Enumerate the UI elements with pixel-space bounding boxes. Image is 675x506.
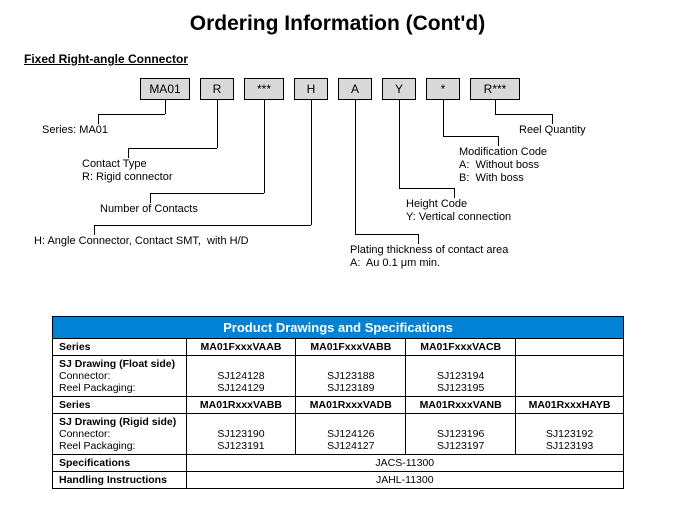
box-angle: H bbox=[294, 78, 328, 100]
row4-c3: SJ123196SJ123197 bbox=[406, 414, 516, 455]
box-contact-type: R bbox=[200, 78, 234, 100]
row5-label: Specifications bbox=[53, 455, 187, 472]
row6-label: Handling Instructions bbox=[53, 472, 187, 489]
legend-reel: Reel Quantity bbox=[519, 124, 586, 137]
row5-val: JACS-11300 bbox=[186, 455, 623, 472]
row2-c2: SJ123188SJ123189 bbox=[296, 356, 406, 397]
row6-val: JAHL-11300 bbox=[186, 472, 623, 489]
page-title: Ordering Information (Cont'd) bbox=[0, 0, 675, 36]
box-series: MA01 bbox=[140, 78, 190, 100]
spec-table: Product Drawings and Specifications Seri… bbox=[52, 316, 624, 489]
box-plating: A bbox=[338, 78, 372, 100]
row3-c2: MA01RxxxVADB bbox=[296, 397, 406, 414]
row1-label: Series bbox=[53, 339, 187, 356]
row1-c4 bbox=[516, 339, 624, 356]
row3-c3: MA01RxxxVANB bbox=[406, 397, 516, 414]
section-subtitle: Fixed Right-angle Connector bbox=[24, 52, 188, 66]
row4-label: SJ Drawing (Rigid side)Connector:Reel Pa… bbox=[53, 414, 187, 455]
legend-plating: Plating thickness of contact area A: Au … bbox=[350, 244, 508, 270]
row4-c2: SJ124126SJ124127 bbox=[296, 414, 406, 455]
part-number-diagram: MA01 R *** H A Y * R*** Series: MA01 Con… bbox=[0, 78, 675, 308]
box-mod: * bbox=[426, 78, 460, 100]
legend-angle: H: Angle Connector, Contact SMT, with H/… bbox=[34, 235, 249, 248]
row1-c1: MA01FxxxVAAB bbox=[186, 339, 296, 356]
row3-c4: MA01RxxxHAYB bbox=[516, 397, 624, 414]
box-height: Y bbox=[382, 78, 416, 100]
row4-c4: SJ123192SJ123193 bbox=[516, 414, 624, 455]
box-reel: R*** bbox=[470, 78, 520, 100]
row1-c2: MA01FxxxVABB bbox=[296, 339, 406, 356]
row4-c1: SJ123190SJ123191 bbox=[186, 414, 296, 455]
row3-c1: MA01RxxxVABB bbox=[186, 397, 296, 414]
legend-contact-type: Contact Type R: Rigid connector bbox=[82, 158, 173, 184]
row2-c3: SJ123194SJ123195 bbox=[406, 356, 516, 397]
row2-c1: SJ124128SJ124129 bbox=[186, 356, 296, 397]
legend-num-contacts: Number of Contacts bbox=[100, 203, 198, 216]
legend-height: Height Code Y: Vertical connection bbox=[406, 198, 511, 224]
row3-label: Series bbox=[53, 397, 187, 414]
box-num-contacts: *** bbox=[244, 78, 284, 100]
row2-label: SJ Drawing (Float side)Connector:Reel Pa… bbox=[53, 356, 187, 397]
legend-mod: Modification Code A: Without boss B: Wit… bbox=[459, 146, 547, 185]
spec-header: Product Drawings and Specifications bbox=[53, 317, 624, 339]
row2-c4 bbox=[516, 356, 624, 397]
row1-c3: MA01FxxxVACB bbox=[406, 339, 516, 356]
legend-series: Series: MA01 bbox=[42, 124, 108, 137]
